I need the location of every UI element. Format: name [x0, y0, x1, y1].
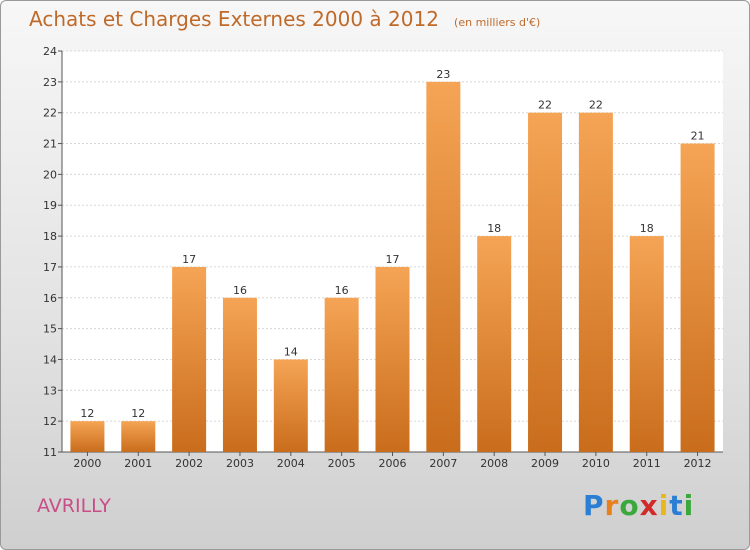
- x-tick-label: 2003: [226, 457, 254, 470]
- y-tick-label: 19: [43, 199, 57, 212]
- value-label: 22: [589, 99, 603, 112]
- x-tick-label: 2008: [480, 457, 508, 470]
- x-tick-label: 2005: [328, 457, 356, 470]
- y-tick-label: 12: [43, 415, 57, 428]
- x-tick-label: 2009: [531, 457, 559, 470]
- value-label: 21: [691, 130, 705, 143]
- chart-title: Achats et Charges Externes 2000 à 2012: [29, 7, 439, 31]
- logo-letter: o: [619, 489, 640, 522]
- y-tick-label: 20: [43, 168, 57, 181]
- y-tick-label: 13: [43, 384, 57, 397]
- x-tick-label: 2000: [73, 457, 101, 470]
- x-tick-label: 2004: [277, 457, 305, 470]
- bar: [222, 297, 257, 452]
- value-label: 18: [640, 222, 654, 235]
- x-tick-label: 2006: [379, 457, 407, 470]
- value-label: 22: [538, 99, 552, 112]
- value-label: 17: [182, 253, 196, 266]
- bar: [324, 297, 359, 452]
- y-tick-label: 11: [43, 446, 57, 459]
- value-label: 16: [335, 284, 349, 297]
- bar: [375, 266, 410, 452]
- x-tick-label: 2007: [429, 457, 457, 470]
- value-label: 17: [386, 253, 400, 266]
- y-tick-label: 24: [43, 45, 57, 58]
- value-label: 12: [80, 407, 94, 420]
- value-label: 16: [233, 284, 247, 297]
- y-tick-label: 18: [43, 230, 57, 243]
- y-tick-label: 22: [43, 107, 57, 120]
- value-label: 12: [131, 407, 145, 420]
- y-tick-label: 15: [43, 323, 57, 336]
- y-tick-label: 23: [43, 76, 57, 89]
- value-label: 23: [436, 68, 450, 81]
- y-tick-label: 17: [43, 261, 57, 274]
- bar: [528, 112, 563, 452]
- city-name: AVRILLY: [37, 495, 111, 517]
- x-tick-label: 2012: [684, 457, 712, 470]
- bar: [70, 421, 105, 452]
- label-layer: 12 12 17 16 14 16 17 23 18 22 22 18 21: [80, 68, 704, 420]
- x-tick-label: 2002: [175, 457, 203, 470]
- x-tick-label: 2010: [582, 457, 610, 470]
- bar: [273, 359, 308, 452]
- bar-layer: [70, 81, 715, 453]
- logo-letter: x: [639, 489, 659, 522]
- logo-letter: i: [683, 489, 695, 522]
- y-tick-label: 21: [43, 138, 57, 151]
- bar: [477, 236, 512, 452]
- logo-letter: i: [658, 489, 670, 522]
- bar: [172, 266, 207, 452]
- logo-letter: P: [583, 489, 605, 522]
- chart-subtitle: (en milliers d'€): [454, 16, 541, 29]
- y-tick-label: 16: [43, 292, 57, 305]
- title-row: Achats et Charges Externes 2000 à 2012 (…: [29, 7, 540, 31]
- bar: [578, 112, 613, 452]
- y-tick-label: 14: [43, 353, 57, 366]
- x-tick-label: 2011: [633, 457, 661, 470]
- bar: [680, 143, 715, 453]
- logo-letter: t: [669, 489, 684, 522]
- proxiti-logo[interactable]: Proxiti: [583, 489, 694, 522]
- logo-letter: r: [604, 489, 620, 522]
- bar: [426, 81, 461, 452]
- bar: [629, 236, 664, 452]
- value-label: 14: [284, 345, 298, 358]
- value-label: 18: [487, 222, 501, 235]
- x-tick-label: 2001: [124, 457, 152, 470]
- bar: [121, 421, 156, 452]
